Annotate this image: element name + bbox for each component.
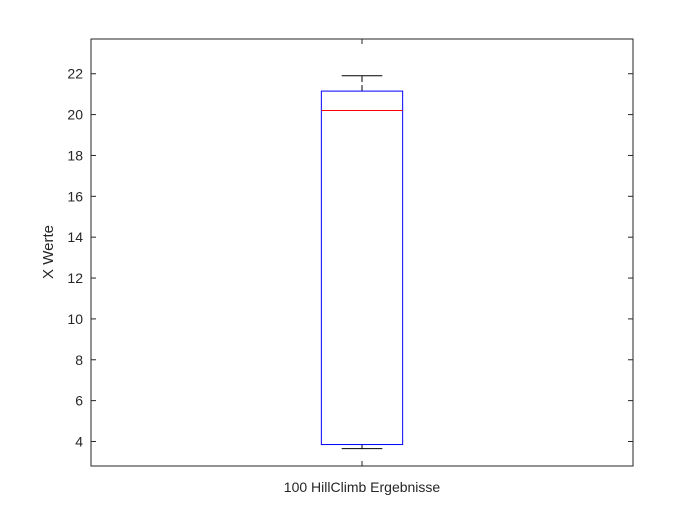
x-tick-label: 100 HillClimb Ergebnisse	[284, 479, 441, 495]
y-tick-label: 18	[67, 147, 83, 163]
y-tick-label: 16	[67, 188, 83, 204]
y-tick-label: 4	[75, 433, 83, 449]
y-tick-label: 10	[67, 311, 83, 327]
y-axis-label: X Werte	[40, 225, 57, 279]
x-axis-ticks: 100 HillClimb Ergebnisse	[284, 39, 441, 495]
y-tick-label: 22	[67, 66, 83, 82]
y-tick-label: 8	[75, 352, 83, 368]
y-tick-label: 14	[67, 229, 83, 245]
plot-area	[90, 38, 634, 467]
y-tick-label: 6	[75, 393, 83, 409]
y-tick-label: 12	[67, 270, 83, 286]
y-axis-ticks: 4 6 8 10 12 14 16 18 20 22	[67, 66, 633, 449]
box-plot-group	[320, 75, 404, 450]
iqr-box	[320, 90, 404, 446]
y-tick-label: 20	[67, 107, 83, 123]
